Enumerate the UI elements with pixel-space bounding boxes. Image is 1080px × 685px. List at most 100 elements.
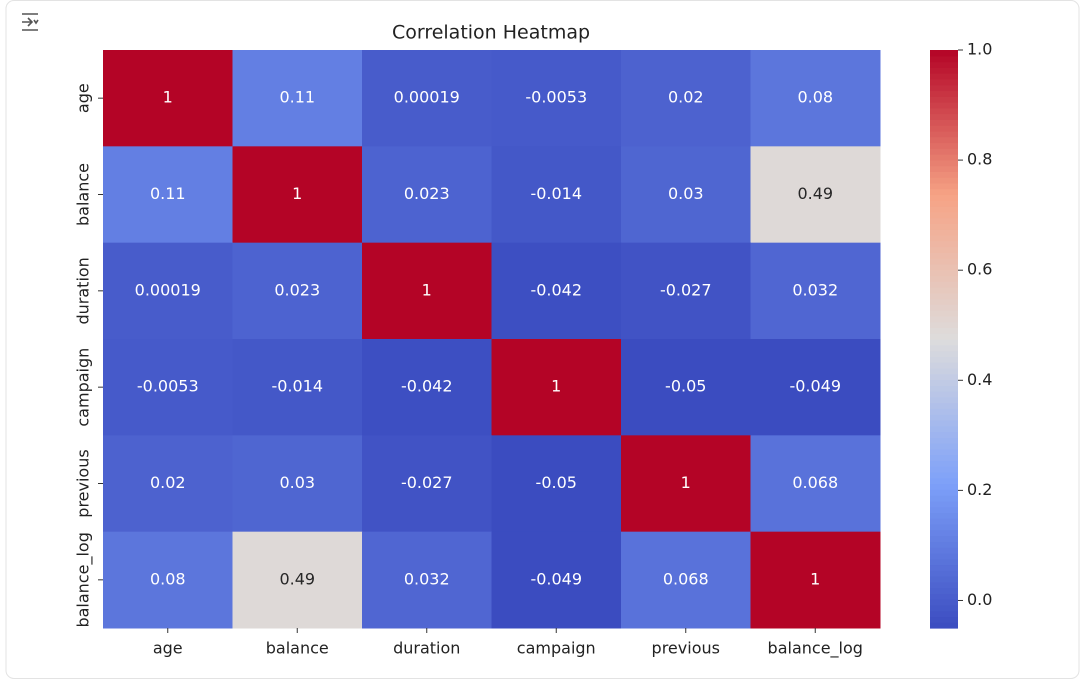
cell-label: 0.49	[279, 569, 315, 588]
colorbar-step	[930, 547, 958, 554]
colorbar-step	[930, 575, 958, 583]
colorbar-step	[930, 50, 958, 57]
colorbar-step	[930, 414, 958, 421]
output-icon[interactable]	[22, 13, 39, 31]
heatmap-cell	[232, 242, 363, 340]
heatmap-cell	[750, 339, 881, 436]
colorbar-step	[930, 523, 958, 531]
colorbar-step	[930, 541, 958, 548]
heatmap-cell	[621, 531, 751, 629]
y-tick-label: campaign	[74, 348, 93, 427]
colorbar-step	[930, 55, 958, 63]
colorbar-step	[930, 165, 958, 172]
colorbar-step	[930, 616, 958, 623]
cell-label: -0.042	[401, 377, 453, 396]
heatmap-cell	[362, 531, 492, 629]
cell-label: -0.014	[530, 184, 582, 203]
cell-label: -0.049	[530, 569, 582, 588]
heatmap-cell	[362, 435, 492, 533]
y-tick-label: balance	[74, 163, 93, 226]
cell-label: 0.03	[279, 473, 315, 492]
colorbar-step	[930, 443, 958, 450]
heatmap-cell	[362, 50, 492, 147]
colorbar-step	[930, 61, 958, 68]
x-tick-label: campaign	[517, 639, 596, 658]
heatmap-cell	[232, 531, 363, 629]
heatmap-cell	[491, 531, 622, 629]
cell-label: 1	[422, 280, 432, 299]
colorbar-step	[930, 483, 958, 490]
heatmap-cell	[103, 242, 233, 340]
cell-label: 0.11	[279, 88, 315, 107]
heatmap-cell	[750, 50, 881, 147]
cell-label: -0.05	[665, 377, 706, 396]
colorbar-step	[930, 402, 958, 409]
cell-label: 0.068	[792, 473, 838, 492]
y-tick-label: balance_log	[74, 532, 94, 627]
colorbar-step	[930, 107, 958, 115]
heatmap-cell	[491, 242, 622, 340]
heatmap-cell	[750, 435, 881, 533]
cell-label: 1	[681, 473, 691, 492]
cell-label: -0.027	[660, 280, 712, 299]
colorbar-step	[930, 500, 958, 508]
cell-label: 0.02	[668, 88, 704, 107]
colorbar-step	[930, 96, 958, 103]
colorbar-step	[930, 258, 958, 265]
colorbar-step	[930, 333, 958, 340]
heatmap-cell	[621, 242, 751, 340]
colorbar-step	[930, 419, 958, 427]
colorbar-step	[930, 622, 958, 629]
cell-label: 0.49	[797, 184, 833, 203]
cell-label: 0.08	[150, 569, 186, 588]
heatmap-cell	[232, 339, 363, 436]
colorbar-step	[930, 327, 958, 334]
cell-label: -0.042	[530, 280, 582, 299]
colorbar-step	[930, 223, 958, 230]
colorbar-step	[930, 477, 958, 485]
chart-title: Correlation Heatmap	[392, 22, 590, 44]
colorbar-step	[930, 315, 958, 323]
cell-label: 0.03	[668, 184, 704, 203]
colorbar-step	[930, 564, 958, 571]
colorbar-step	[930, 356, 958, 363]
colorbar-step	[930, 286, 958, 294]
heatmap-cell	[232, 146, 363, 244]
x-tick-label: age	[153, 639, 183, 658]
colorbar-step	[930, 217, 958, 224]
colorbar-step	[930, 200, 958, 207]
y-tick-label: age	[74, 83, 93, 113]
cell-label: 0.02	[150, 473, 186, 492]
y-tick-label: previous	[74, 449, 93, 517]
cell-label: -0.0053	[137, 377, 199, 396]
colorbar-step	[930, 211, 958, 219]
cell-label: 1	[163, 88, 173, 107]
colorbar-step	[930, 379, 958, 386]
colorbar-step	[930, 431, 958, 438]
heatmap-cell	[103, 50, 233, 147]
heatmap-cell	[362, 339, 492, 436]
colorbar-step	[930, 448, 958, 456]
heatmap-cell	[103, 531, 233, 629]
colorbar-step	[930, 73, 958, 80]
colorbar-step	[930, 67, 958, 74]
x-tick-label: previous	[652, 639, 720, 658]
colorbar-step	[930, 90, 958, 97]
colorbar-step	[930, 240, 958, 248]
colorbar-step	[930, 529, 958, 537]
cell-label: 0.032	[404, 569, 450, 588]
colorbar-step	[930, 78, 958, 86]
cell-label: -0.049	[789, 377, 841, 396]
colorbar-step	[930, 229, 958, 236]
colorbar-tick-label: 0.2	[967, 480, 992, 499]
heatmap-cell	[491, 50, 622, 147]
heatmap-cell	[232, 50, 363, 147]
colorbar-step	[930, 321, 958, 329]
cell-label: 0.11	[150, 184, 186, 203]
colorbar-step	[930, 125, 958, 132]
colorbar-step	[930, 148, 958, 155]
colorbar-step	[930, 113, 958, 120]
cell-label: -0.0053	[525, 88, 587, 107]
colorbar-step	[930, 281, 958, 288]
colorbar-step	[930, 408, 958, 415]
